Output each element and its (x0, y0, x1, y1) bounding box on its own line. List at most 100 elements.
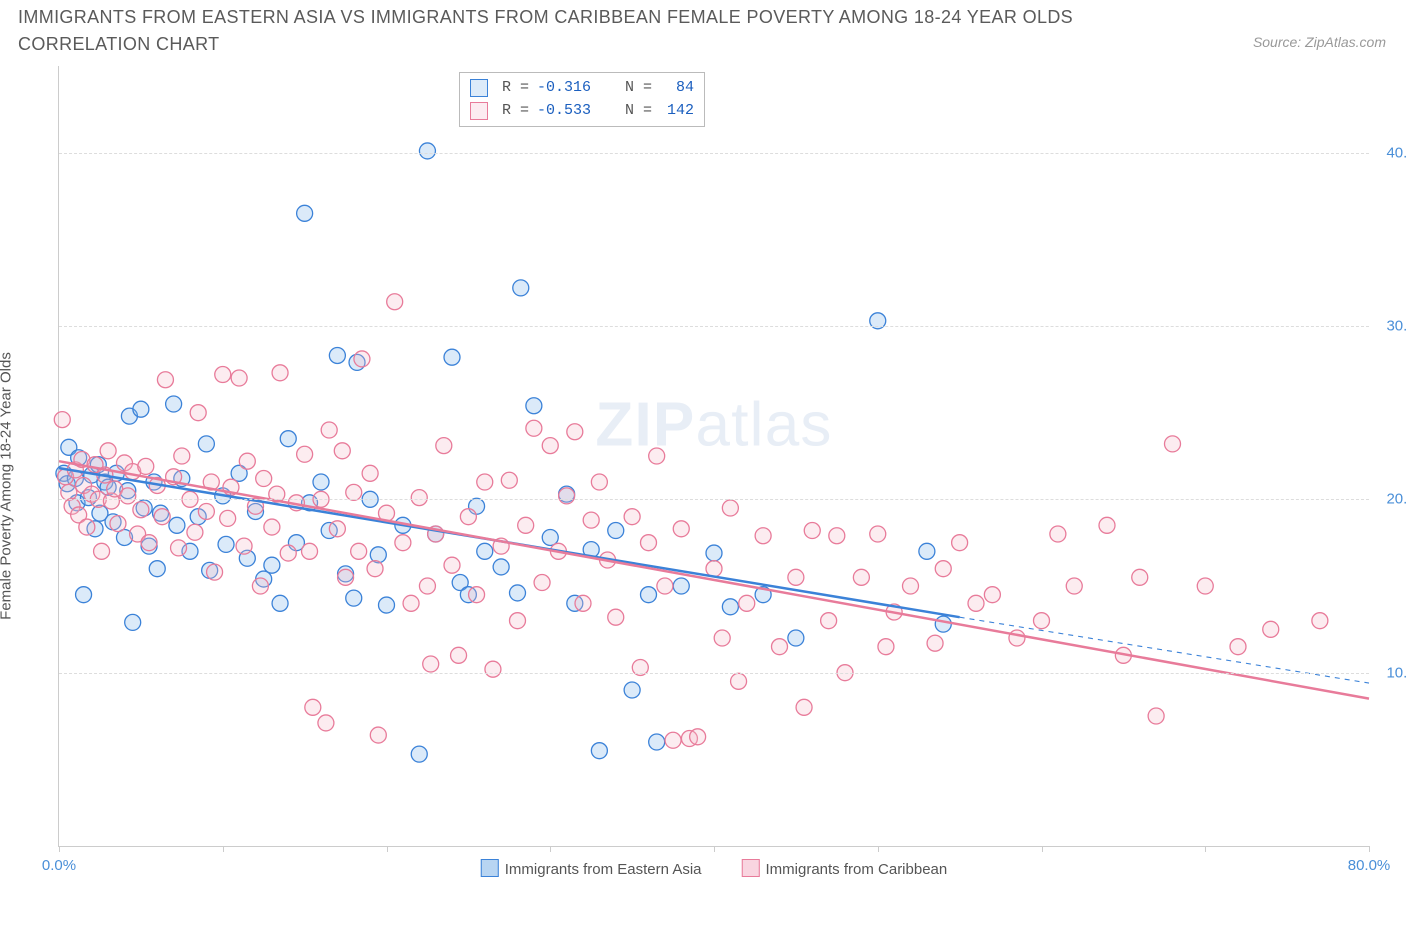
data-point (329, 347, 345, 363)
source-attribution: Source: ZipAtlas.com (1253, 34, 1386, 50)
data-point (110, 516, 126, 532)
data-point (174, 448, 190, 464)
data-point (444, 557, 460, 573)
data-point (236, 538, 252, 554)
data-point (138, 458, 154, 474)
data-point (796, 699, 812, 715)
x-tick-mark (550, 846, 551, 852)
data-point (952, 535, 968, 551)
data-point (318, 715, 334, 731)
series-legend-item: Immigrants from Eastern Asia (481, 859, 702, 878)
data-point (76, 587, 92, 603)
plot-area: ZIPatlas R =-0.316 N =84R =-0.533 N =142… (58, 66, 1369, 847)
data-point (370, 727, 386, 743)
data-point (149, 561, 165, 577)
data-point (198, 436, 214, 452)
data-point (804, 523, 820, 539)
data-point (1263, 621, 1279, 637)
data-point (354, 351, 370, 367)
grid-line (59, 673, 1369, 674)
data-point (239, 453, 255, 469)
data-point (591, 474, 607, 490)
data-point (321, 422, 337, 438)
correlation-legend-row: R =-0.316 N =84 (470, 77, 694, 100)
y-axis-label: Female Poverty Among 18-24 Year Olds (0, 352, 15, 620)
data-point (280, 545, 296, 561)
data-point (125, 614, 141, 630)
data-point (583, 512, 599, 528)
legend-n-value: 84 (660, 77, 694, 100)
data-point (302, 543, 318, 559)
data-point (1230, 639, 1246, 655)
data-point (1132, 569, 1148, 585)
legend-swatch (742, 859, 760, 877)
data-point (510, 585, 526, 601)
data-point (451, 647, 467, 663)
data-point (968, 595, 984, 611)
y-tick-label: 20.0% (1375, 491, 1406, 508)
data-point (935, 561, 951, 577)
grid-line (59, 153, 1369, 154)
legend-n-value: 142 (660, 100, 694, 123)
legend-swatch (481, 859, 499, 877)
data-point (673, 521, 689, 537)
data-point (231, 370, 247, 386)
data-point (1050, 526, 1066, 542)
data-point (714, 630, 730, 646)
data-point (264, 557, 280, 573)
data-point (1034, 613, 1050, 629)
data-point (1312, 613, 1328, 629)
data-point (280, 431, 296, 447)
data-point (1009, 630, 1025, 646)
data-point (772, 639, 788, 655)
data-point (215, 367, 231, 383)
data-point (79, 519, 95, 535)
legend-r-value: -0.533 (537, 100, 591, 123)
data-point (608, 523, 624, 539)
data-point (575, 595, 591, 611)
x-tick-mark (714, 846, 715, 852)
data-point (649, 734, 665, 750)
data-point (641, 587, 657, 603)
data-point (100, 443, 116, 459)
data-point (403, 595, 419, 611)
data-point (154, 509, 170, 525)
data-point (469, 587, 485, 603)
data-point (518, 517, 534, 533)
chart-container: Female Poverty Among 18-24 Year Olds ZIP… (18, 66, 1388, 906)
data-point (853, 569, 869, 585)
data-point (1148, 708, 1164, 724)
correlation-legend: R =-0.316 N =84R =-0.533 N =142 (459, 72, 705, 127)
data-point (169, 517, 185, 533)
data-point (878, 639, 894, 655)
data-point (305, 699, 321, 715)
data-point (198, 503, 214, 519)
data-point (313, 474, 329, 490)
data-point (362, 465, 378, 481)
data-point (788, 630, 804, 646)
data-point (485, 661, 501, 677)
data-point (346, 590, 362, 606)
data-point (984, 587, 1000, 603)
data-point (444, 349, 460, 365)
data-point (927, 635, 943, 651)
data-point (256, 471, 272, 487)
legend-swatch (470, 79, 488, 97)
data-point (346, 484, 362, 500)
data-point (436, 438, 452, 454)
legend-n-label: N = (625, 77, 652, 100)
legend-r-label: R = (502, 100, 529, 123)
data-point (829, 528, 845, 544)
series-legend-label: Immigrants from Caribbean (766, 861, 948, 878)
data-point (788, 569, 804, 585)
correlation-legend-row: R =-0.533 N =142 (470, 100, 694, 123)
data-point (706, 561, 722, 577)
y-tick-label: 30.0% (1375, 318, 1406, 335)
data-point (731, 673, 747, 689)
data-point (297, 446, 313, 462)
data-point (218, 536, 234, 552)
data-point (423, 656, 439, 672)
data-point (559, 488, 575, 504)
series-legend-label: Immigrants from Eastern Asia (505, 861, 702, 878)
data-point (706, 545, 722, 561)
